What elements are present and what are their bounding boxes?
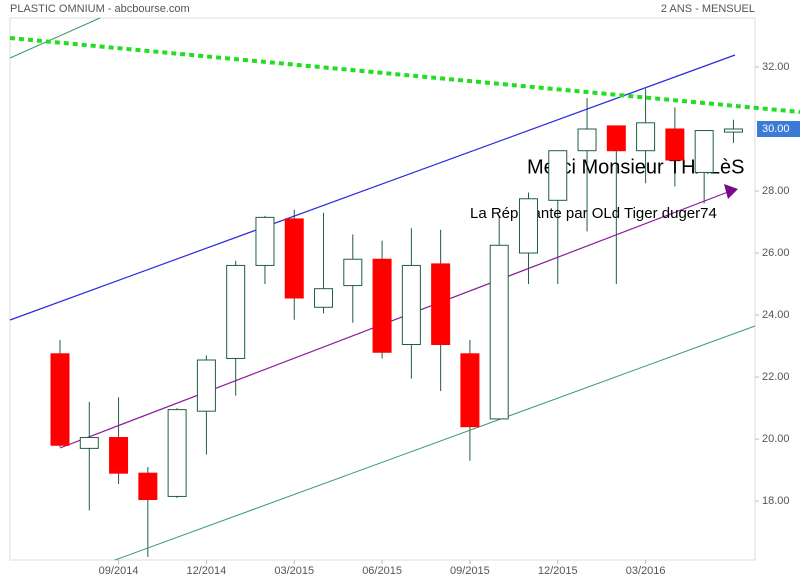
- candle-body: [636, 122, 656, 152]
- candle-body: [431, 263, 451, 346]
- candle-body: [401, 264, 421, 346]
- candle-body: [518, 198, 538, 254]
- candle-body: [489, 244, 509, 420]
- y-tick-label: 20.00: [762, 433, 790, 445]
- candle-body: [372, 258, 392, 353]
- arrow-head: [724, 184, 738, 199]
- y-tick-label: 26.00: [762, 247, 790, 259]
- chart-title: PLASTIC OMNIUM - abcbourse.com: [10, 3, 190, 15]
- candle-body: [50, 353, 70, 446]
- candle-body: [606, 125, 626, 152]
- x-tick-label: 09/2014: [99, 565, 139, 577]
- candle-body: [138, 472, 158, 501]
- last-price-label: 30.00: [762, 123, 790, 135]
- candle-body: [577, 128, 597, 152]
- candle-body: [109, 437, 129, 474]
- y-tick-label: 22.00: [762, 371, 790, 383]
- candle-body: [460, 353, 480, 428]
- x-tick-label: 03/2015: [274, 565, 314, 577]
- trend-line: [9, 54, 736, 321]
- trend-line: [59, 191, 729, 449]
- last-price-badge: [757, 121, 800, 138]
- candle-body: [723, 128, 743, 133]
- candle-body: [314, 288, 334, 308]
- trend-line: [9, 36, 800, 114]
- candle-body: [167, 409, 187, 497]
- x-tick-label: 12/2014: [187, 565, 227, 577]
- chart-subtitle: 2 ANS - MENSUEL: [661, 3, 755, 15]
- x-tick-label: 09/2015: [450, 565, 490, 577]
- candle-body: [196, 359, 216, 412]
- x-tick-label: 06/2015: [362, 565, 402, 577]
- y-tick-label: 18.00: [762, 495, 790, 507]
- candle-body: [79, 437, 99, 449]
- candle-body: [343, 258, 363, 287]
- x-tick-label: 12/2015: [538, 565, 578, 577]
- candle-body: [665, 128, 685, 161]
- candle-body: [284, 218, 304, 299]
- annotation: La Réplicante par OLd Tiger duger74: [470, 205, 717, 222]
- annotation: Merci Monsieur THALèS: [527, 156, 744, 178]
- y-tick-label: 24.00: [762, 309, 790, 321]
- candle-body: [255, 216, 275, 266]
- trend-lines: [9, 17, 800, 561]
- trend-line: [9, 17, 101, 59]
- candle-body: [226, 264, 246, 359]
- candle-body: [694, 130, 714, 173]
- y-tick-label: 32.00: [762, 61, 790, 73]
- trend-line: [114, 325, 756, 561]
- candle-body: [548, 150, 568, 201]
- y-tick-label: 28.00: [762, 185, 790, 197]
- x-tick-label: 03/2016: [626, 565, 666, 577]
